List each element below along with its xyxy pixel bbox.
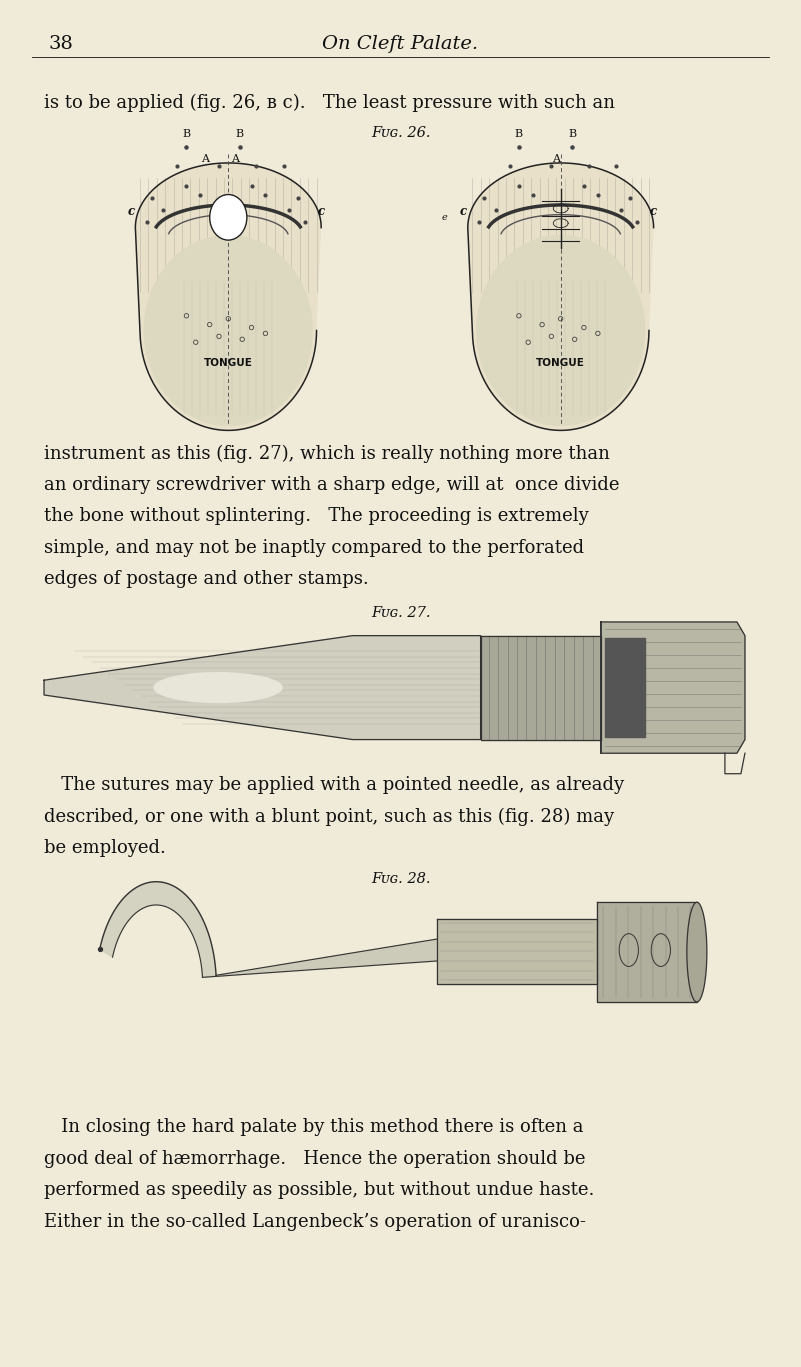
Polygon shape: [597, 902, 697, 1002]
Point: [299, 211, 312, 232]
Point: [212, 325, 225, 347]
Text: B: B: [183, 130, 191, 139]
Point: [282, 200, 295, 221]
Text: c: c: [318, 205, 324, 217]
Point: [545, 154, 557, 176]
Point: [568, 328, 581, 350]
Point: [234, 135, 247, 157]
Text: c: c: [127, 205, 135, 217]
Point: [212, 154, 225, 176]
Text: performed as speedily as possible, but without undue haste.: performed as speedily as possible, but w…: [44, 1181, 594, 1199]
Text: Fᴜɢ. 27.: Fᴜɢ. 27.: [371, 606, 430, 619]
Point: [259, 185, 272, 206]
Text: B: B: [235, 130, 244, 139]
Point: [145, 187, 158, 209]
Ellipse shape: [686, 902, 707, 1002]
Point: [180, 305, 193, 327]
Text: an ordinary screwdriver with a sharp edge, will at  once divide: an ordinary screwdriver with a sharp edg…: [44, 476, 619, 493]
Text: the bone without splintering.   The proceeding is extremely: the bone without splintering. The procee…: [44, 507, 589, 525]
Point: [582, 154, 595, 176]
Point: [566, 135, 578, 157]
Point: [536, 313, 549, 335]
Text: simple, and may not be inaptly compared to the perforated: simple, and may not be inaptly compared …: [44, 539, 584, 556]
Text: is to be applied (fig. 26, ʙ c).   The least pressure with such an: is to be applied (fig. 26, ʙ c). The lea…: [44, 93, 615, 112]
Point: [259, 323, 272, 344]
Text: e: e: [441, 213, 448, 221]
Point: [631, 211, 644, 232]
Point: [292, 187, 304, 209]
Point: [591, 185, 604, 206]
Point: [578, 175, 590, 197]
Text: good deal of hæmorrhage.   Hence the operation should be: good deal of hæmorrhage. Hence the opera…: [44, 1150, 586, 1167]
Point: [489, 200, 502, 221]
Point: [513, 305, 525, 327]
Polygon shape: [44, 636, 481, 740]
Point: [554, 308, 567, 329]
Point: [245, 317, 258, 339]
Text: A: A: [552, 154, 560, 164]
Point: [521, 331, 534, 353]
Point: [222, 308, 235, 329]
Point: [610, 154, 623, 176]
Text: The sutures may be applied with a pointed needle, as already: The sutures may be applied with a pointe…: [44, 776, 624, 794]
Point: [157, 200, 170, 221]
Point: [180, 175, 193, 197]
Point: [526, 185, 539, 206]
Point: [578, 317, 590, 339]
Point: [203, 313, 216, 335]
Text: 38: 38: [48, 34, 73, 53]
Polygon shape: [605, 638, 645, 737]
Text: TONGUE: TONGUE: [203, 358, 253, 368]
Text: described, or one with a blunt point, such as this (fig. 28) may: described, or one with a blunt point, su…: [44, 808, 614, 826]
Text: c: c: [650, 205, 657, 217]
Point: [614, 200, 627, 221]
Polygon shape: [601, 622, 745, 753]
Polygon shape: [100, 882, 216, 977]
Point: [513, 135, 525, 157]
Point: [235, 328, 248, 350]
Text: A: A: [231, 154, 239, 164]
Point: [94, 938, 107, 960]
Point: [624, 187, 637, 209]
Text: TONGUE: TONGUE: [536, 358, 586, 368]
Point: [245, 175, 258, 197]
Text: B: B: [515, 130, 523, 139]
Text: On Cleft Palate.: On Cleft Palate.: [323, 34, 478, 53]
Point: [503, 154, 516, 176]
Point: [473, 211, 485, 232]
Point: [513, 175, 525, 197]
Point: [591, 323, 604, 344]
Polygon shape: [468, 163, 654, 431]
Point: [477, 187, 490, 209]
Text: B: B: [568, 130, 577, 139]
Point: [171, 154, 183, 176]
Text: In closing the hard palate by this method there is often a: In closing the hard palate by this metho…: [44, 1118, 584, 1136]
Polygon shape: [144, 235, 312, 425]
Text: be employed.: be employed.: [44, 839, 166, 857]
Polygon shape: [481, 636, 601, 740]
Point: [189, 331, 202, 353]
Ellipse shape: [153, 673, 283, 703]
Point: [180, 135, 193, 157]
Point: [194, 185, 207, 206]
Text: c: c: [460, 205, 467, 217]
Polygon shape: [437, 919, 597, 984]
Point: [141, 211, 154, 232]
Text: Fᴜɢ. 26.: Fᴜɢ. 26.: [371, 126, 430, 139]
Text: instrument as this (fig. 27), which is really nothing more than: instrument as this (fig. 27), which is r…: [44, 444, 610, 462]
Point: [545, 325, 557, 347]
Polygon shape: [477, 235, 645, 425]
Point: [278, 154, 291, 176]
Polygon shape: [203, 939, 437, 977]
Polygon shape: [135, 163, 321, 431]
Text: edges of postage and other stamps.: edges of postage and other stamps.: [44, 570, 368, 588]
Text: Fᴜɢ. 28.: Fᴜɢ. 28.: [371, 872, 430, 886]
Point: [250, 154, 263, 176]
Text: A: A: [201, 154, 209, 164]
Text: Either in the so-called Langenbeck’s operation of uranisco-: Either in the so-called Langenbeck’s ope…: [44, 1213, 586, 1230]
Ellipse shape: [210, 194, 247, 241]
